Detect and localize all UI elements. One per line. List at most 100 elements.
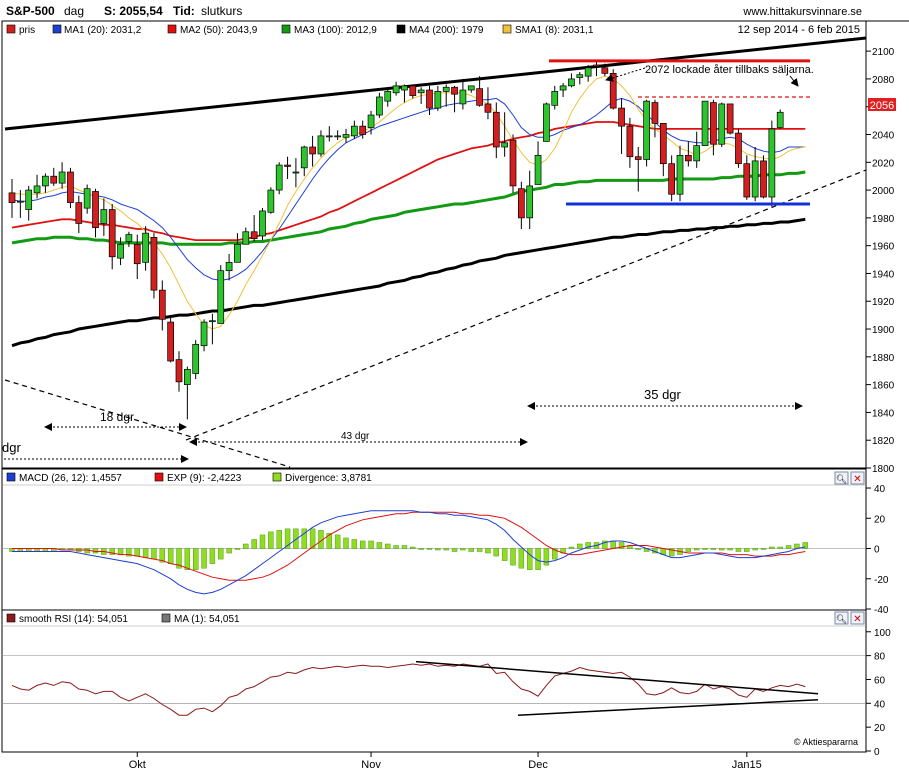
divergence-bar — [343, 537, 349, 549]
divergence-bar — [468, 548, 474, 552]
rsi-zoom-button[interactable]: 🔍︎ — [834, 611, 849, 625]
candle-body — [634, 156, 642, 160]
chart-frame — [1, 20, 909, 753]
divergence-bar — [476, 548, 483, 552]
candle — [735, 128, 742, 168]
divergence-bar — [259, 534, 266, 549]
price-legend: pris MA1 (20): 2031,2 MA2 (50): 2043,9 M… — [6, 24, 594, 36]
candle-body — [467, 85, 475, 91]
candle-body — [334, 135, 341, 138]
divergence-bar — [301, 528, 307, 549]
divergence-bar — [760, 548, 767, 550]
divergence-bar — [293, 528, 299, 549]
candle — [225, 254, 233, 281]
rsi-lower-trendline — [517, 698, 819, 716]
legend-item: MA2 (50): 2043,9 — [180, 25, 258, 36]
macd-line — [12, 510, 806, 595]
divergence-bar — [209, 548, 216, 564]
divergence-bar — [368, 540, 374, 549]
y-tick-label: 1800 — [872, 464, 895, 475]
ma-line — [11, 97, 806, 281]
divergence-bar — [727, 548, 733, 551]
candle-body — [609, 73, 617, 109]
candle — [668, 155, 676, 202]
legend-swatch — [6, 24, 16, 34]
candle-body — [125, 234, 133, 242]
candle-body — [217, 270, 225, 324]
candle — [25, 185, 33, 221]
y-tick-label: 1880 — [872, 353, 895, 364]
candle-body — [225, 261, 233, 272]
legend-item: smooth RSI (14): 54,051 — [19, 614, 128, 625]
credit-label: © Aktiespararna — [794, 737, 858, 747]
candle — [760, 155, 767, 199]
legend-swatch — [6, 613, 16, 623]
candle-body — [58, 171, 66, 184]
divergence-bar — [802, 542, 808, 549]
candle-body — [534, 154, 542, 185]
y-tick-label: 40 — [874, 699, 886, 710]
divergence-bar — [360, 540, 366, 549]
candle — [83, 184, 91, 214]
candle-body — [760, 160, 767, 198]
y-tick-label: 20 — [874, 723, 886, 734]
candle — [618, 98, 625, 154]
divergence-bar — [668, 548, 675, 557]
rsi-close-button[interactable]: ✕ — [850, 611, 865, 625]
candle-body — [158, 289, 166, 320]
y-tick-label: 2000 — [872, 186, 895, 197]
candle — [259, 208, 266, 241]
candle — [275, 162, 283, 195]
divergence-bar — [334, 534, 341, 549]
divergence-bar — [752, 548, 758, 551]
candle-body — [284, 164, 291, 167]
divergence-bar — [142, 548, 149, 558]
candle — [384, 88, 392, 107]
candle-body — [718, 103, 726, 145]
rsi-panel: 020406080100OktNovDecJan15Feb — [2, 628, 891, 771]
candle — [309, 135, 316, 167]
candle — [751, 147, 759, 202]
price-panel: 1800 1820 1840 1860 1880 1900 1920 1940 1960 1980… — [4, 36, 895, 475]
candle-body — [434, 91, 442, 109]
candle — [300, 145, 308, 177]
divergence-bar — [518, 548, 525, 569]
divergence-bar — [719, 548, 725, 551]
x-tick-label: Dec — [528, 759, 548, 771]
divergence-bar — [501, 548, 508, 561]
candle — [476, 76, 483, 107]
legend-item: EXP (9): -2,4223 — [167, 473, 242, 484]
annotation-arrow-right — [789, 75, 799, 87]
candle-body — [659, 123, 667, 165]
candle-body — [359, 125, 367, 135]
macd-panel-border — [1, 468, 867, 611]
annotation-arrow-left — [605, 67, 646, 82]
divergence-bar — [410, 546, 416, 549]
ma-line — [11, 170, 806, 246]
legend-item: MA (1): 54,051 — [174, 614, 240, 625]
y-tick-label: 1900 — [872, 325, 895, 336]
divergence-bar — [284, 528, 291, 549]
divergence-bar — [585, 542, 591, 549]
legend-item: MA4 (200): 1979 — [409, 25, 484, 36]
y-tick-label: -20 — [874, 575, 889, 586]
macd-zoom-button[interactable]: 🔍︎ — [834, 471, 849, 485]
divergence-bar — [418, 548, 424, 550]
candle-body — [743, 163, 751, 198]
candle-body — [209, 320, 216, 323]
divergence-bar — [435, 548, 441, 551]
candle-body — [484, 103, 492, 113]
macd-close-button[interactable]: ✕ — [850, 471, 865, 485]
y-tick-label: 40 — [874, 484, 886, 495]
candle — [175, 351, 183, 392]
candle — [434, 85, 442, 111]
ma-line — [11, 121, 806, 242]
divergence-bar — [218, 548, 224, 560]
y-tick-label: 2100 — [872, 47, 895, 58]
candle-body — [768, 128, 776, 198]
divergence-bar — [785, 545, 792, 549]
candle — [609, 69, 617, 110]
period-label: dag — [64, 4, 84, 18]
candle — [192, 340, 200, 380]
time-value: slutkurs — [201, 4, 242, 18]
